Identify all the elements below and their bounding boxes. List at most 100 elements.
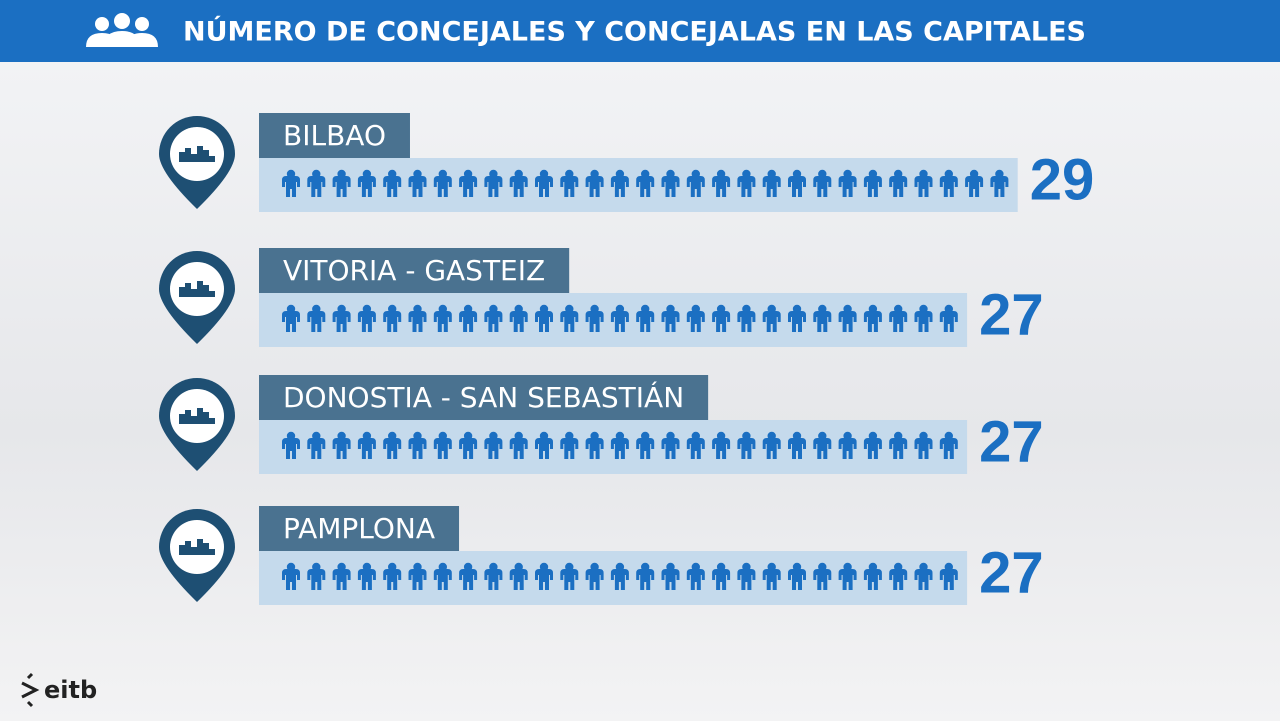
- person-body: [282, 176, 300, 197]
- person-body: [509, 438, 528, 459]
- person-body: [585, 569, 604, 590]
- person-body: [990, 176, 1009, 197]
- person-body: [459, 311, 478, 332]
- value-label: 27: [979, 409, 1044, 474]
- person-body: [509, 176, 528, 197]
- person-body: [813, 311, 832, 332]
- person-body: [585, 438, 604, 459]
- person-body: [661, 569, 680, 590]
- person-body: [965, 176, 984, 197]
- value-label: 27: [979, 282, 1044, 347]
- person-body: [863, 438, 882, 459]
- person-body: [560, 311, 579, 332]
- header-bar: [0, 0, 1280, 62]
- logo: eitb: [44, 676, 97, 704]
- label-tab: [259, 506, 460, 551]
- person-body: [838, 176, 857, 197]
- person-body: [788, 569, 806, 590]
- person-body: [383, 176, 402, 197]
- building-icon: [179, 539, 215, 555]
- person-body: [813, 176, 832, 197]
- person-body: [610, 176, 629, 197]
- person-body: [509, 311, 528, 332]
- person-body: [712, 569, 731, 590]
- person-body: [282, 311, 300, 332]
- row: BILBAO 29: [159, 113, 1094, 212]
- person-body: [357, 438, 376, 459]
- person-body: [863, 569, 882, 590]
- person-body: [737, 311, 756, 332]
- person-body: [307, 569, 326, 590]
- person-body: [788, 176, 806, 197]
- chart-title: NÚMERO DE CONCEJALES Y CONCEJALAS EN LAS…: [183, 16, 1086, 48]
- category-label: VITORIA - GASTEIZ: [283, 254, 545, 287]
- category-label: PAMPLONA: [283, 512, 435, 545]
- person-body: [863, 311, 882, 332]
- person-body: [889, 569, 908, 590]
- person-body: [459, 176, 478, 197]
- person-body: [737, 176, 756, 197]
- label-tab: [259, 113, 410, 158]
- person-body: [661, 176, 680, 197]
- person-body: [838, 569, 857, 590]
- person-body: [585, 311, 604, 332]
- person-body: [509, 569, 528, 590]
- person-body: [889, 176, 908, 197]
- person-body: [636, 311, 655, 332]
- person-body: [813, 569, 832, 590]
- person-body: [433, 438, 452, 459]
- person-body: [307, 176, 326, 197]
- label-tab: [259, 375, 709, 420]
- person-body: [838, 311, 857, 332]
- label-tab: [259, 248, 570, 293]
- person-body: [788, 438, 806, 459]
- person-body: [535, 569, 553, 590]
- row: PAMPLONA 27: [159, 506, 1044, 605]
- person-body: [408, 176, 427, 197]
- person-body: [383, 569, 402, 590]
- category-label: DONOSTIA - SAN SEBASTIÁN: [283, 380, 684, 414]
- person-body: [307, 311, 326, 332]
- person-body: [560, 438, 579, 459]
- person-body: [914, 176, 933, 197]
- person-body: [788, 311, 806, 332]
- person-body: [737, 438, 756, 459]
- person-body: [813, 438, 832, 459]
- person-body: [383, 311, 402, 332]
- building-icon: [179, 408, 215, 424]
- person-body: [610, 311, 629, 332]
- person-body: [433, 176, 452, 197]
- person-body: [889, 438, 908, 459]
- person-body: [560, 176, 579, 197]
- person-body: [307, 438, 326, 459]
- person-body: [686, 569, 705, 590]
- person-body: [433, 311, 452, 332]
- person-body: [686, 311, 705, 332]
- pictograph-bar: [259, 158, 1018, 212]
- person-body: [939, 311, 958, 332]
- person-body: [661, 438, 680, 459]
- person-body: [357, 569, 376, 590]
- person-body: [535, 438, 553, 459]
- pictograph-bar: [259, 420, 968, 474]
- person-body: [939, 569, 958, 590]
- person-body: [484, 569, 503, 590]
- person-body: [712, 176, 731, 197]
- person-body: [762, 176, 781, 197]
- value-label: 27: [979, 540, 1044, 605]
- person-body: [737, 569, 756, 590]
- person-body: [484, 311, 503, 332]
- person-body: [282, 438, 300, 459]
- person-body: [863, 176, 882, 197]
- person-body: [610, 438, 629, 459]
- person-body: [686, 176, 705, 197]
- person-body: [282, 569, 300, 590]
- person-body: [408, 438, 427, 459]
- person-body: [914, 438, 933, 459]
- person-body: [433, 569, 452, 590]
- person-body: [889, 311, 908, 332]
- person-body: [939, 176, 958, 197]
- person-body: [357, 311, 376, 332]
